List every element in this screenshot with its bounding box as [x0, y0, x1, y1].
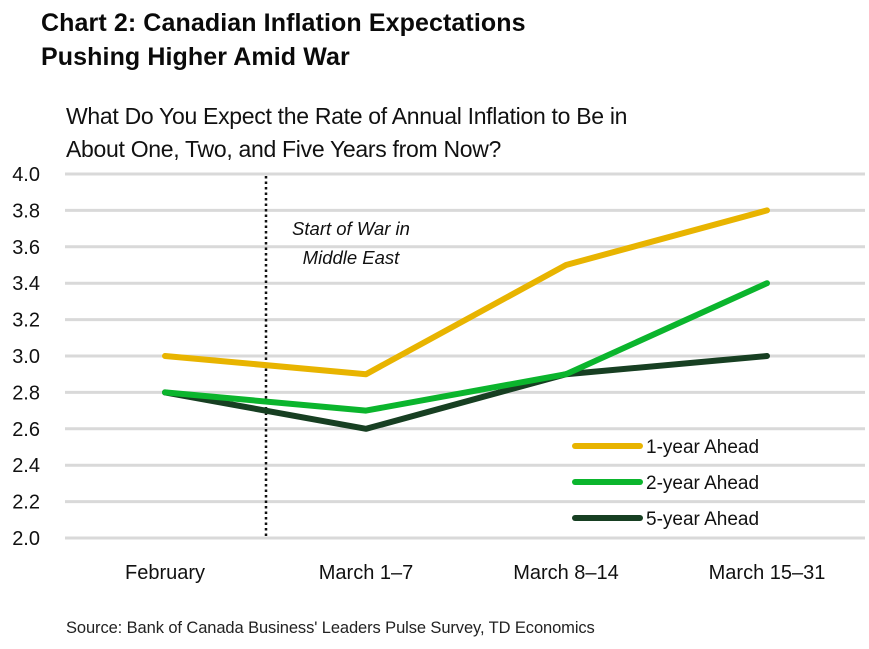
chart-subtitle: What Do You Expect the Rate of Annual In…	[66, 100, 627, 166]
series-line-1-year-ahead	[162, 207, 770, 378]
series-line-5-year-ahead	[162, 353, 770, 432]
y-tick-label: 2.0	[12, 528, 40, 550]
x-tick-label: February	[125, 562, 205, 584]
x-tick-label: March 1–7	[319, 562, 414, 584]
y-tick-label: 3.4	[12, 273, 40, 295]
y-tick-label: 3.2	[12, 310, 40, 332]
y-tick-label: 3.0	[12, 346, 40, 368]
y-tick-label: 2.6	[12, 419, 40, 441]
chart-title-line-2: Pushing Higher Amid War	[41, 43, 350, 71]
chart-subtitle-line-1: What Do You Expect the Rate of Annual In…	[66, 103, 628, 129]
series-line-2-year-ahead	[162, 280, 770, 414]
chart-title: Chart 2: Canadian Inflation Expectations…	[41, 6, 526, 74]
y-tick-label: 2.4	[12, 455, 40, 477]
legend-label: 5-year Ahead	[646, 509, 759, 530]
chart-title-line-1: Chart 2: Canadian Inflation Expectations	[41, 9, 526, 37]
source-note: Source: Bank of Canada Business' Leaders…	[66, 619, 595, 637]
x-tick-label: March 15–31	[709, 562, 826, 584]
x-tick-label: March 8–14	[513, 562, 619, 584]
y-tick-label: 4.0	[12, 164, 40, 186]
annotation-line-2: Middle East	[303, 247, 401, 268]
series-lines	[162, 207, 770, 432]
legend-label: 2-year Ahead	[646, 473, 759, 494]
y-axis: 4.0 3.8 3.6 3.4 3.2 3.0 2.8 2.6 2.4 2.2 2.0	[12, 164, 40, 550]
y-tick-label: 2.8	[12, 382, 40, 404]
chart-subtitle-line-2: About One, Two, and Five Years from Now?	[66, 136, 502, 162]
y-tick-label: 3.8	[12, 200, 40, 222]
y-tick-label: 2.2	[12, 492, 40, 514]
legend: 1-year Ahead 2-year Ahead 5-year Ahead	[572, 437, 759, 530]
y-tick-label: 3.6	[12, 237, 40, 259]
annotation-line-1: Start of War in	[292, 218, 410, 239]
x-axis: February March 1–7 March 8–14 March 15–31	[125, 562, 825, 584]
legend-label: 1-year Ahead	[646, 437, 759, 458]
